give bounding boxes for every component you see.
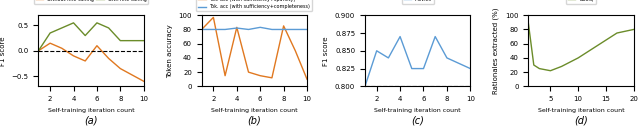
Tok. acc (with sufficiency+completeness) <box>303 29 311 30</box>
Legend: without fine-tuning, with fine-tuning: without fine-tuning, with fine-tuning <box>34 0 148 4</box>
with fine-tuning <box>116 40 124 41</box>
without fine-tuning <box>35 50 42 52</box>
BoolQ <box>557 66 565 67</box>
Line: Tok. acc (with sufficiency+sparsity): Tok. acc (with sufficiency+sparsity) <box>202 17 307 79</box>
X-axis label: Self-training iteration count: Self-training iteration count <box>374 108 461 113</box>
Movies <box>385 57 392 59</box>
Line: without fine-tuning: without fine-tuning <box>38 43 144 81</box>
Movies <box>420 68 428 69</box>
Movies <box>431 36 439 37</box>
Tok. acc (with sufficiency+sparsity) <box>257 75 264 76</box>
with fine-tuning <box>58 27 66 29</box>
Tok. acc (with sufficiency+sparsity) <box>244 71 252 73</box>
Tok. acc (with sufficiency+sparsity) <box>198 29 205 30</box>
Movies <box>467 68 474 69</box>
Tok. acc (with sufficiency+sparsity) <box>291 50 299 52</box>
BoolQ <box>547 70 554 72</box>
Movies <box>443 57 451 59</box>
Movies <box>408 68 415 69</box>
Legend: Movies: Movies <box>402 0 434 4</box>
with fine-tuning <box>35 50 42 52</box>
without fine-tuning <box>70 55 77 57</box>
Movies <box>396 36 404 37</box>
BoolQ <box>524 22 532 23</box>
BoolQ <box>530 64 538 66</box>
with fine-tuning <box>81 35 89 36</box>
Tok. acc (with sufficiency+completeness) <box>209 29 217 30</box>
Tok. acc (with sufficiency+completeness) <box>257 27 264 28</box>
Text: (d): (d) <box>574 115 588 125</box>
without fine-tuning <box>46 42 54 44</box>
Y-axis label: Rationales extracted (%): Rationales extracted (%) <box>493 7 499 94</box>
with fine-tuning <box>105 27 113 29</box>
X-axis label: Self-training iteration count: Self-training iteration count <box>48 108 134 113</box>
Text: (c): (c) <box>412 115 424 125</box>
BoolQ <box>591 46 598 48</box>
without fine-tuning <box>105 58 113 59</box>
Movies <box>373 50 381 52</box>
Tok. acc (with sufficiency+completeness) <box>280 29 287 30</box>
without fine-tuning <box>116 68 124 69</box>
Text: (a): (a) <box>84 115 98 125</box>
Tok. acc (with sufficiency+sparsity) <box>303 78 311 80</box>
BoolQ <box>574 57 582 59</box>
BoolQ <box>536 68 543 69</box>
Tok. acc (with sufficiency+sparsity) <box>233 27 241 28</box>
Tok. acc (with sufficiency+sparsity) <box>221 75 229 76</box>
with fine-tuning <box>93 22 100 24</box>
Legend: BoolQ: BoolQ <box>566 0 596 4</box>
BoolQ <box>613 32 621 34</box>
X-axis label: Self-training iteration count: Self-training iteration count <box>211 108 298 113</box>
X-axis label: Self-training iteration count: Self-training iteration count <box>538 108 624 113</box>
Tok. acc (with sufficiency+sparsity) <box>209 17 217 18</box>
without fine-tuning <box>93 45 100 46</box>
with fine-tuning <box>70 22 77 24</box>
Line: Movies: Movies <box>365 37 470 86</box>
Tok. acc (with sufficiency+completeness) <box>268 29 276 30</box>
Tok. acc (with sufficiency+completeness) <box>221 29 229 30</box>
without fine-tuning <box>140 81 148 82</box>
Tok. acc (with sufficiency+completeness) <box>198 29 205 30</box>
Y-axis label: Token accuracy: Token accuracy <box>167 24 173 78</box>
BoolQ <box>602 39 610 41</box>
Y-axis label: F1 score: F1 score <box>323 36 330 66</box>
with fine-tuning <box>140 40 148 41</box>
without fine-tuning <box>81 60 89 62</box>
Tok. acc (with sufficiency+sparsity) <box>268 77 276 79</box>
Line: Tok. acc (with sufficiency+completeness): Tok. acc (with sufficiency+completeness) <box>202 27 307 29</box>
BoolQ <box>630 29 637 30</box>
Legend: Tok. acc (with sufficiency+sparsity), Tok. acc (with sufficiency+completeness): Tok. acc (with sufficiency+sparsity), To… <box>196 0 312 11</box>
Line: with fine-tuning: with fine-tuning <box>38 23 144 51</box>
Line: BoolQ: BoolQ <box>528 22 634 71</box>
Tok. acc (with sufficiency+completeness) <box>291 29 299 30</box>
without fine-tuning <box>58 47 66 49</box>
Tok. acc (with sufficiency+completeness) <box>244 29 252 30</box>
with fine-tuning <box>46 32 54 34</box>
Movies <box>361 86 369 87</box>
Tok. acc (with sufficiency+sparsity) <box>280 25 287 27</box>
Tok. acc (with sufficiency+completeness) <box>233 27 241 29</box>
Text: (b): (b) <box>248 115 261 125</box>
Y-axis label: F1 score: F1 score <box>0 36 6 66</box>
